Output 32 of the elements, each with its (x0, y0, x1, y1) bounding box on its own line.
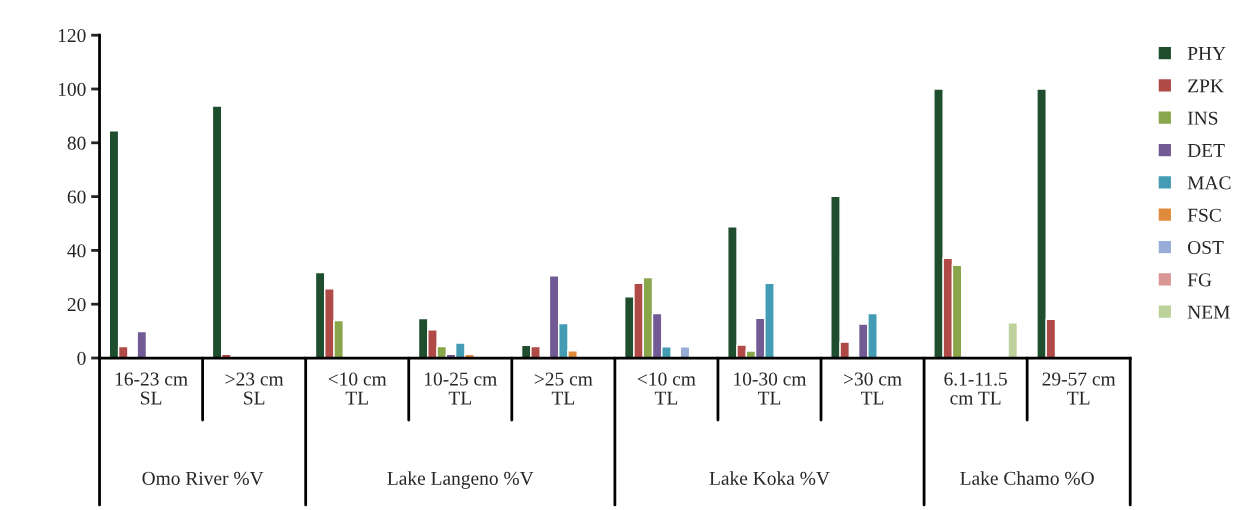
x-tick-label: 10-25 cm TL (425, 372, 497, 405)
legend-label: MAC (1187, 176, 1231, 190)
y-tick-label: 0 (77, 351, 86, 365)
legend-label: INS (1187, 111, 1218, 125)
legend-label: PHY (1187, 47, 1226, 60)
legend-label: DET (1187, 144, 1225, 157)
y-tick-label: 60 (67, 190, 86, 204)
y-tick-label: 40 (67, 244, 86, 258)
y-tick-label: 100 (58, 82, 86, 96)
x-tick-label: 29-57 cm TL (1042, 372, 1116, 405)
y-tick-label: 120 (58, 29, 86, 43)
y-tick-label: 20 (67, 298, 86, 312)
legend-label: ZPK (1188, 79, 1224, 93)
bar (1007, 322, 1019, 359)
bar (136, 330, 148, 359)
text: Lake Koka %V (709, 471, 830, 486)
x-tick-label: 10-30 cm TL (734, 372, 807, 405)
y-tick-label: 80 (67, 136, 86, 150)
text: Omo River %V (142, 471, 264, 486)
x-tick-label: 6.1-11.5 cm TL (944, 372, 1007, 405)
x-tick-label: <10 cm TL (637, 372, 696, 405)
x-tick-label: 16-23 cm SL (115, 372, 188, 405)
legend-label: FG (1187, 273, 1212, 287)
x-tick-label: >23 cm SL (225, 372, 284, 405)
x-tick-label: >30 cm TL (844, 372, 902, 405)
legend-label: FSC (1187, 208, 1221, 222)
legend-label: OST (1187, 240, 1224, 255)
text: Lake Langeno %V (387, 471, 534, 489)
x-tick-label: >25 cm TL (534, 372, 593, 405)
x-tick-label: <10 cm TL (328, 372, 387, 405)
legend-label: NEM (1187, 305, 1230, 319)
text: Lake Chamo %O (960, 471, 1094, 485)
